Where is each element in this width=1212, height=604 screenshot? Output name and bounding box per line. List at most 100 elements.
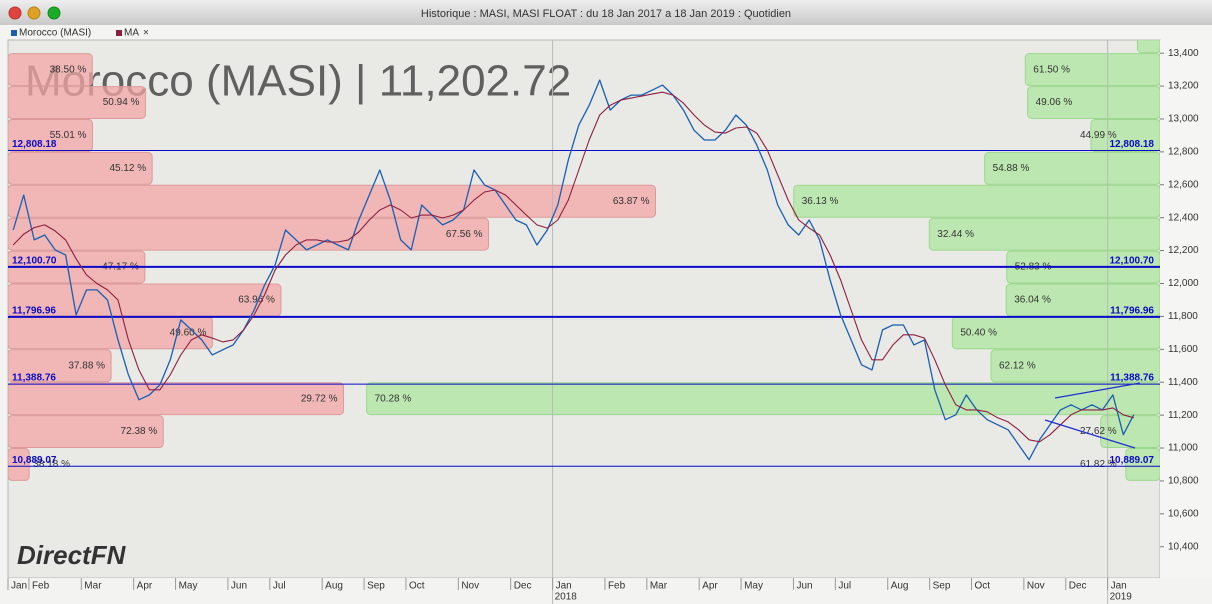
x-tick-label: Oct (409, 581, 425, 592)
x-tick-label: Aug (891, 581, 909, 592)
x-tick-label: Aug (325, 581, 343, 592)
sell-volume-bar (8, 283, 282, 317)
level-label: 12,100.70 (1110, 256, 1155, 267)
buy-volume-label: 50.40 % (960, 327, 997, 338)
level-label: 11,388.76 (1110, 373, 1154, 384)
sell-volume-label: 67.56 % (446, 229, 483, 240)
buy-volume-bar (928, 217, 1160, 251)
sell-volume-label: 38.18 % (33, 459, 70, 470)
x-tick-label: Nov (461, 581, 479, 592)
sell-volume-bar (8, 184, 657, 218)
y-tick-label: 11,800 (1168, 311, 1198, 322)
sell-volume-label: 38.50 % (50, 64, 87, 75)
sell-volume-label: 29.72 % (301, 393, 338, 404)
levels: 12,808.18 12,808.18 12,100.70 12,100.70 11,7… (8, 139, 1160, 467)
x-tick-label: May (744, 581, 763, 592)
x-tick-label: Jun (231, 581, 247, 592)
legend-swatch (116, 30, 122, 36)
buy-volume-label: 54.88 % (993, 163, 1030, 174)
buy-volume-label: 36.04 % (1014, 295, 1051, 306)
sell-volume-label: 50.94 % (103, 97, 140, 108)
sell-volume-label: 63.96 % (238, 295, 275, 306)
close-button[interactable] (8, 6, 22, 20)
buy-volume-bar (984, 151, 1160, 185)
y-tick-label: 10,800 (1168, 476, 1199, 487)
buy-volume-label: 32.44 % (937, 229, 974, 240)
sell-volume-bar (8, 86, 146, 119)
y-tick-label: 13,000 (1168, 114, 1199, 125)
x-tick-label: Jun (796, 581, 812, 592)
level-label: 11,796.96 (12, 306, 56, 317)
title-bar (0, 0, 1212, 25)
level-label: 12,808.18 (12, 139, 57, 150)
x-tick-label: Apr (137, 581, 153, 592)
y-tick-label: 12,200 (1168, 245, 1199, 256)
buy-volume-label: 49.06 % (1036, 97, 1073, 108)
buy-volume-bar (990, 349, 1160, 383)
trend-line (1054, 382, 1141, 399)
buy-volume-label: 62.12 % (999, 360, 1036, 371)
volume-profile: 38.18 % 61.82 % 72.38 % 27.62 % 29.72 % 70.28… (8, 31, 1160, 578)
sell-volume-label: 63.87 % (613, 196, 650, 207)
level-label: 12,100.70 (12, 256, 57, 267)
x-tick-label: Sep (933, 581, 951, 592)
trend-lines (1044, 382, 1141, 449)
level-label: 10,889.07 (12, 455, 57, 466)
buy-volume-bar (1005, 283, 1160, 317)
level-label: 11,796.96 (1110, 306, 1154, 317)
buy-volume-bar (1100, 415, 1160, 449)
buy-volume-label: 44.99 % (1080, 130, 1117, 141)
minimize-button[interactable] (27, 6, 41, 20)
sell-volume-label: 72.38 % (121, 426, 158, 437)
sell-volume-label: 49.60 % (170, 327, 207, 338)
series-line (12, 79, 1135, 461)
x-tick-label: Jan (556, 581, 572, 592)
x-tick-label: Nov (1027, 581, 1045, 592)
x-tick-label: Dec (514, 581, 532, 592)
buy-volume-label: 70.28 % (375, 393, 412, 404)
sell-volume-bar (8, 151, 153, 185)
buy-volume-label: 61.50 % (1033, 64, 1070, 75)
sell-volume-label: 55.01 % (50, 130, 87, 141)
legend-label[interactable]: Morocco (MASI) (19, 28, 91, 39)
buy-volume-label: 27.62 % (1080, 426, 1117, 437)
sell-volume-bar (8, 415, 164, 449)
sell-volume-bar (8, 118, 93, 152)
y-tick-label: 12,000 (1168, 278, 1199, 289)
x-axis-area (0, 578, 1212, 604)
y-tick-label: 10,400 (1168, 541, 1199, 552)
window-title: Historique : MASI, MASI FLOAT : du 18 Ja… (421, 8, 791, 20)
y-tick-label: 11,000 (1168, 443, 1198, 454)
legend-label[interactable]: MA (124, 28, 139, 39)
x-tick-label: Jul (838, 581, 851, 592)
buy-volume-label: 100.00 % (1080, 31, 1122, 42)
zoom-button[interactable] (47, 6, 61, 20)
sell-volume-bar (8, 448, 30, 481)
legend-swatch (11, 30, 17, 36)
y-tick-label: 12,600 (1168, 179, 1199, 190)
level-label: 12,808.18 (1110, 139, 1155, 150)
x-tick-label: Jan (1111, 581, 1127, 592)
buy-volume-label: 61.82 % (1080, 459, 1117, 470)
y-tick-label: 11,600 (1168, 344, 1198, 355)
x-tick-label: Feb (608, 581, 626, 592)
sell-volume-label: 45.12 % (109, 163, 146, 174)
series-layer (12, 79, 1135, 461)
y-tick-label: 12,400 (1168, 212, 1199, 223)
brand-watermark: DirectFN (17, 540, 127, 570)
x-tick-label: Jul (273, 581, 286, 592)
buy-volume-bar (1024, 53, 1160, 87)
sell-volume-bar (8, 53, 93, 87)
sell-volume-bar (8, 217, 490, 251)
buy-volume-bar (1125, 448, 1160, 481)
axes: Jan Feb Mar Apr May Jun Jul Aug Sep Oct Nov Dec 2018… (0, 48, 1212, 604)
x-tick-label: Jan (11, 581, 27, 592)
series-line (12, 91, 1134, 443)
buy-volume-bar (1027, 86, 1160, 119)
legend-close[interactable]: × (143, 28, 149, 39)
y-tick-label: 11,200 (1168, 410, 1198, 421)
buy-volume-bar (1136, 40, 1160, 54)
sell-volume-bar (8, 382, 345, 416)
